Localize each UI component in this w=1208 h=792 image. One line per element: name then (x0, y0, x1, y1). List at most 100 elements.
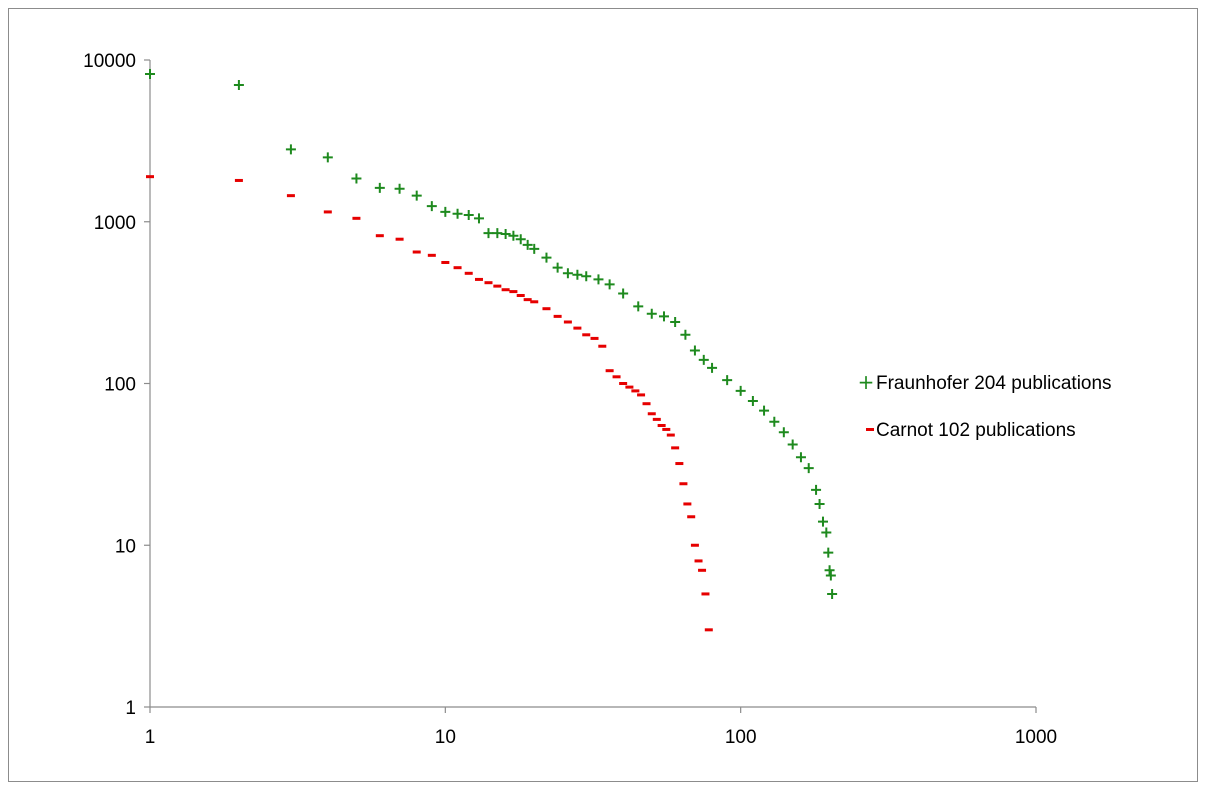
data-point-carnot (395, 237, 404, 241)
data-point-carnot (657, 423, 666, 427)
data-point-fraunhofer (522, 239, 533, 250)
data-point-carnot (453, 266, 462, 270)
data-point-fraunhofer (778, 427, 789, 438)
data-point-carnot (637, 393, 646, 397)
data-point-carnot (516, 293, 525, 297)
data-point-fraunhofer (811, 484, 822, 495)
data-point-carnot (647, 412, 656, 416)
legend-marker-fraunhofer: + (858, 370, 875, 394)
data-point-fraunhofer (145, 68, 155, 79)
data-point-fraunhofer (722, 375, 733, 386)
data-point-carnot (694, 559, 703, 563)
x-tick-label: 10 (435, 727, 456, 748)
data-point-carnot (671, 446, 680, 450)
data-point-fraunhofer (515, 234, 526, 245)
data-point-fraunhofer (581, 271, 592, 282)
y-tick-label: 1 (125, 698, 136, 719)
data-point-fraunhofer (824, 565, 835, 576)
data-point-fraunhofer (500, 228, 511, 239)
data-point-fraunhofer (322, 152, 333, 163)
data-point-fraunhofer (735, 385, 746, 396)
data-point-fraunhofer (604, 279, 615, 290)
y-tick-labels: 1 10 100 1000 10000 (83, 51, 136, 719)
data-point-carnot (427, 253, 436, 257)
series-fraunhofer (145, 68, 838, 599)
data-point-carnot (146, 175, 154, 179)
x-tick-label: 1000 (1015, 727, 1057, 748)
data-point-carnot (474, 277, 483, 281)
data-point-carnot (652, 417, 661, 421)
data-point-carnot (690, 543, 699, 547)
data-point-fraunhofer (769, 416, 780, 427)
data-point-fraunhofer (351, 173, 362, 184)
x-tick-label: 100 (725, 727, 757, 748)
data-point-fraunhofer (707, 362, 718, 373)
legend: + Fraunhofer 204 publications Carnot 102… (858, 370, 1112, 441)
data-point-carnot (412, 250, 421, 254)
chart-frame (8, 8, 1198, 782)
data-point-carnot (642, 402, 651, 406)
data-points (145, 68, 838, 632)
data-point-carnot (698, 568, 707, 572)
y-tick-label: 100 (104, 375, 136, 396)
data-point-carnot (352, 216, 361, 220)
data-point-fraunhofer (803, 463, 814, 474)
data-point-fraunhofer (670, 317, 681, 328)
data-point-fraunhofer (452, 208, 463, 219)
data-point-carnot (625, 385, 634, 389)
data-point-carnot (553, 314, 562, 318)
data-point-carnot (323, 210, 332, 214)
data-point-carnot (573, 326, 582, 330)
data-point-fraunhofer (814, 498, 825, 509)
data-point-fraunhofer (426, 201, 437, 212)
data-point-fraunhofer (473, 213, 484, 224)
data-point-fraunhofer (646, 308, 657, 319)
data-point-fraunhofer (823, 547, 834, 558)
data-point-carnot (704, 628, 713, 632)
data-point-carnot (662, 427, 671, 431)
data-point-carnot (464, 271, 473, 275)
data-point-fraunhofer (787, 439, 798, 450)
data-point-fraunhofer (825, 570, 836, 581)
x-tick-labels: 1 10 100 1000 (145, 727, 1057, 748)
x-tick-label: 1 (145, 727, 156, 748)
data-point-carnot (619, 382, 628, 385)
data-point-carnot (679, 482, 688, 486)
data-point-fraunhofer (463, 210, 474, 221)
data-point-fraunhofer (747, 395, 758, 406)
data-point-fraunhofer (562, 268, 573, 279)
data-point-fraunhofer (827, 588, 838, 599)
data-point-fraunhofer (233, 80, 244, 91)
data-point-carnot (286, 194, 295, 198)
axes (144, 59, 1037, 713)
data-point-carnot (701, 592, 710, 596)
data-point-carnot (683, 502, 692, 506)
data-point-fraunhofer (821, 527, 832, 538)
y-tick-label: 1000 (94, 213, 136, 234)
data-point-carnot (523, 298, 532, 302)
legend-label-carnot: Carnot 102 publications (876, 420, 1076, 441)
data-point-fraunhofer (411, 190, 422, 201)
data-point-fraunhofer (394, 183, 405, 194)
legend-label-fraunhofer: Fraunhofer 204 publications (876, 373, 1112, 394)
data-point-fraunhofer (529, 243, 540, 254)
data-point-fraunhofer (689, 345, 700, 356)
data-point-carnot (375, 234, 384, 238)
data-point-carnot (675, 462, 684, 466)
series-carnot (146, 175, 713, 632)
data-point-fraunhofer (680, 329, 691, 340)
data-point-fraunhofer (508, 230, 519, 241)
data-point-fraunhofer (374, 182, 385, 193)
y-tick-label: 10000 (83, 51, 136, 72)
data-point-carnot (598, 344, 607, 348)
data-point-fraunhofer (572, 269, 583, 280)
data-point-fraunhofer (633, 301, 644, 312)
data-point-carnot (687, 515, 696, 519)
data-point-carnot (542, 307, 551, 311)
data-point-fraunhofer (759, 405, 770, 416)
data-point-fraunhofer (552, 262, 563, 273)
data-point-carnot (563, 320, 572, 324)
data-point-carnot (501, 288, 510, 292)
legend-marker-carnot (866, 428, 874, 431)
